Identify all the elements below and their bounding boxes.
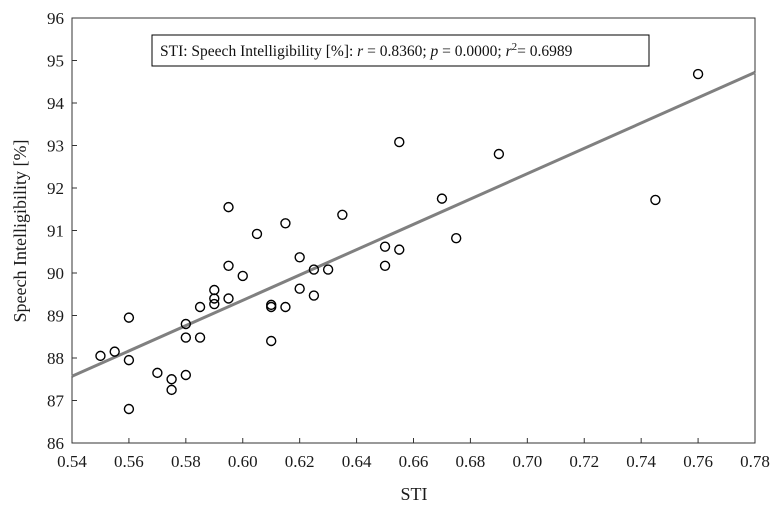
data-point <box>650 194 661 206</box>
x-tick-label: 0.68 <box>456 452 486 471</box>
data-point <box>280 301 291 313</box>
data-point <box>166 384 177 396</box>
data-point <box>209 293 220 304</box>
x-tick-label: 0.62 <box>285 452 315 471</box>
x-tick-label: 0.56 <box>114 452 144 471</box>
data-point <box>123 403 135 415</box>
y-tick-label: 92 <box>47 179 64 198</box>
plot-area <box>71 17 756 444</box>
data-point <box>194 301 206 313</box>
data-point <box>237 270 248 282</box>
y-tick-label: 87 <box>47 392 65 411</box>
data-points <box>95 68 704 415</box>
data-point <box>194 332 206 343</box>
data-point <box>294 252 305 263</box>
data-point <box>692 68 704 80</box>
x-tick-label: 0.58 <box>171 452 201 471</box>
y-tick-label: 95 <box>47 52 64 71</box>
data-point <box>266 335 277 347</box>
data-point <box>95 350 106 362</box>
data-point <box>294 283 305 294</box>
data-point <box>308 290 320 301</box>
x-tick-label: 0.54 <box>57 452 87 471</box>
data-point <box>280 218 291 229</box>
x-tick-label: 0.60 <box>228 452 258 471</box>
x-axis-title: STI <box>401 484 428 504</box>
x-tick-label: 0.74 <box>626 452 656 471</box>
annotation-box: STI: Speech Intelligibility [%]: r = 0.8… <box>151 34 650 67</box>
regression-line <box>71 71 756 378</box>
data-point <box>223 260 234 271</box>
data-point <box>379 241 391 252</box>
data-point <box>379 260 391 271</box>
x-tick-label: 0.64 <box>342 452 372 471</box>
y-tick-label: 89 <box>47 307 64 326</box>
x-tick-label: 0.72 <box>569 452 599 471</box>
data-point <box>180 318 192 330</box>
data-point <box>394 244 405 255</box>
data-point <box>266 301 277 313</box>
data-point <box>337 209 348 220</box>
y-tick-label: 91 <box>47 222 64 241</box>
data-point <box>209 298 220 310</box>
data-point <box>394 136 405 148</box>
data-point <box>493 148 505 160</box>
data-point <box>322 264 334 275</box>
data-point <box>109 346 120 357</box>
x-axis: 0.54 0.56 0.58 0.60 0.62 0.64 0.66 0.68 0.70 0.72… <box>57 438 770 471</box>
annotation-text: STI: Speech Intelligibility [%]: r = 0.8… <box>160 41 573 60</box>
y-tick-label: 94 <box>47 94 65 113</box>
data-point <box>436 193 448 204</box>
data-point <box>251 228 263 240</box>
data-point <box>308 264 320 275</box>
y-tick-label: 86 <box>47 434 64 453</box>
data-point <box>123 312 135 323</box>
data-point <box>223 293 234 304</box>
y-axis-title: Speech Intelligibility [%] <box>10 140 30 323</box>
data-point <box>180 332 192 343</box>
y-tick-label: 96 <box>47 9 64 28</box>
data-point <box>152 367 163 379</box>
data-point <box>180 369 192 381</box>
x-tick-label: 0.66 <box>399 452 429 471</box>
data-point <box>123 354 135 366</box>
data-point <box>166 374 177 385</box>
x-tick-label: 0.76 <box>683 452 713 471</box>
y-axis: 86 87 88 89 90 91 92 93 94 95 96 <box>47 9 77 453</box>
y-tick-label: 93 <box>47 137 64 156</box>
y-tick-label: 90 <box>47 264 64 283</box>
data-point <box>223 201 234 213</box>
y-tick-label: 88 <box>47 349 64 368</box>
x-tick-label: 0.70 <box>512 452 542 471</box>
data-point <box>450 232 462 244</box>
x-tick-label: 0.78 <box>740 452 770 471</box>
